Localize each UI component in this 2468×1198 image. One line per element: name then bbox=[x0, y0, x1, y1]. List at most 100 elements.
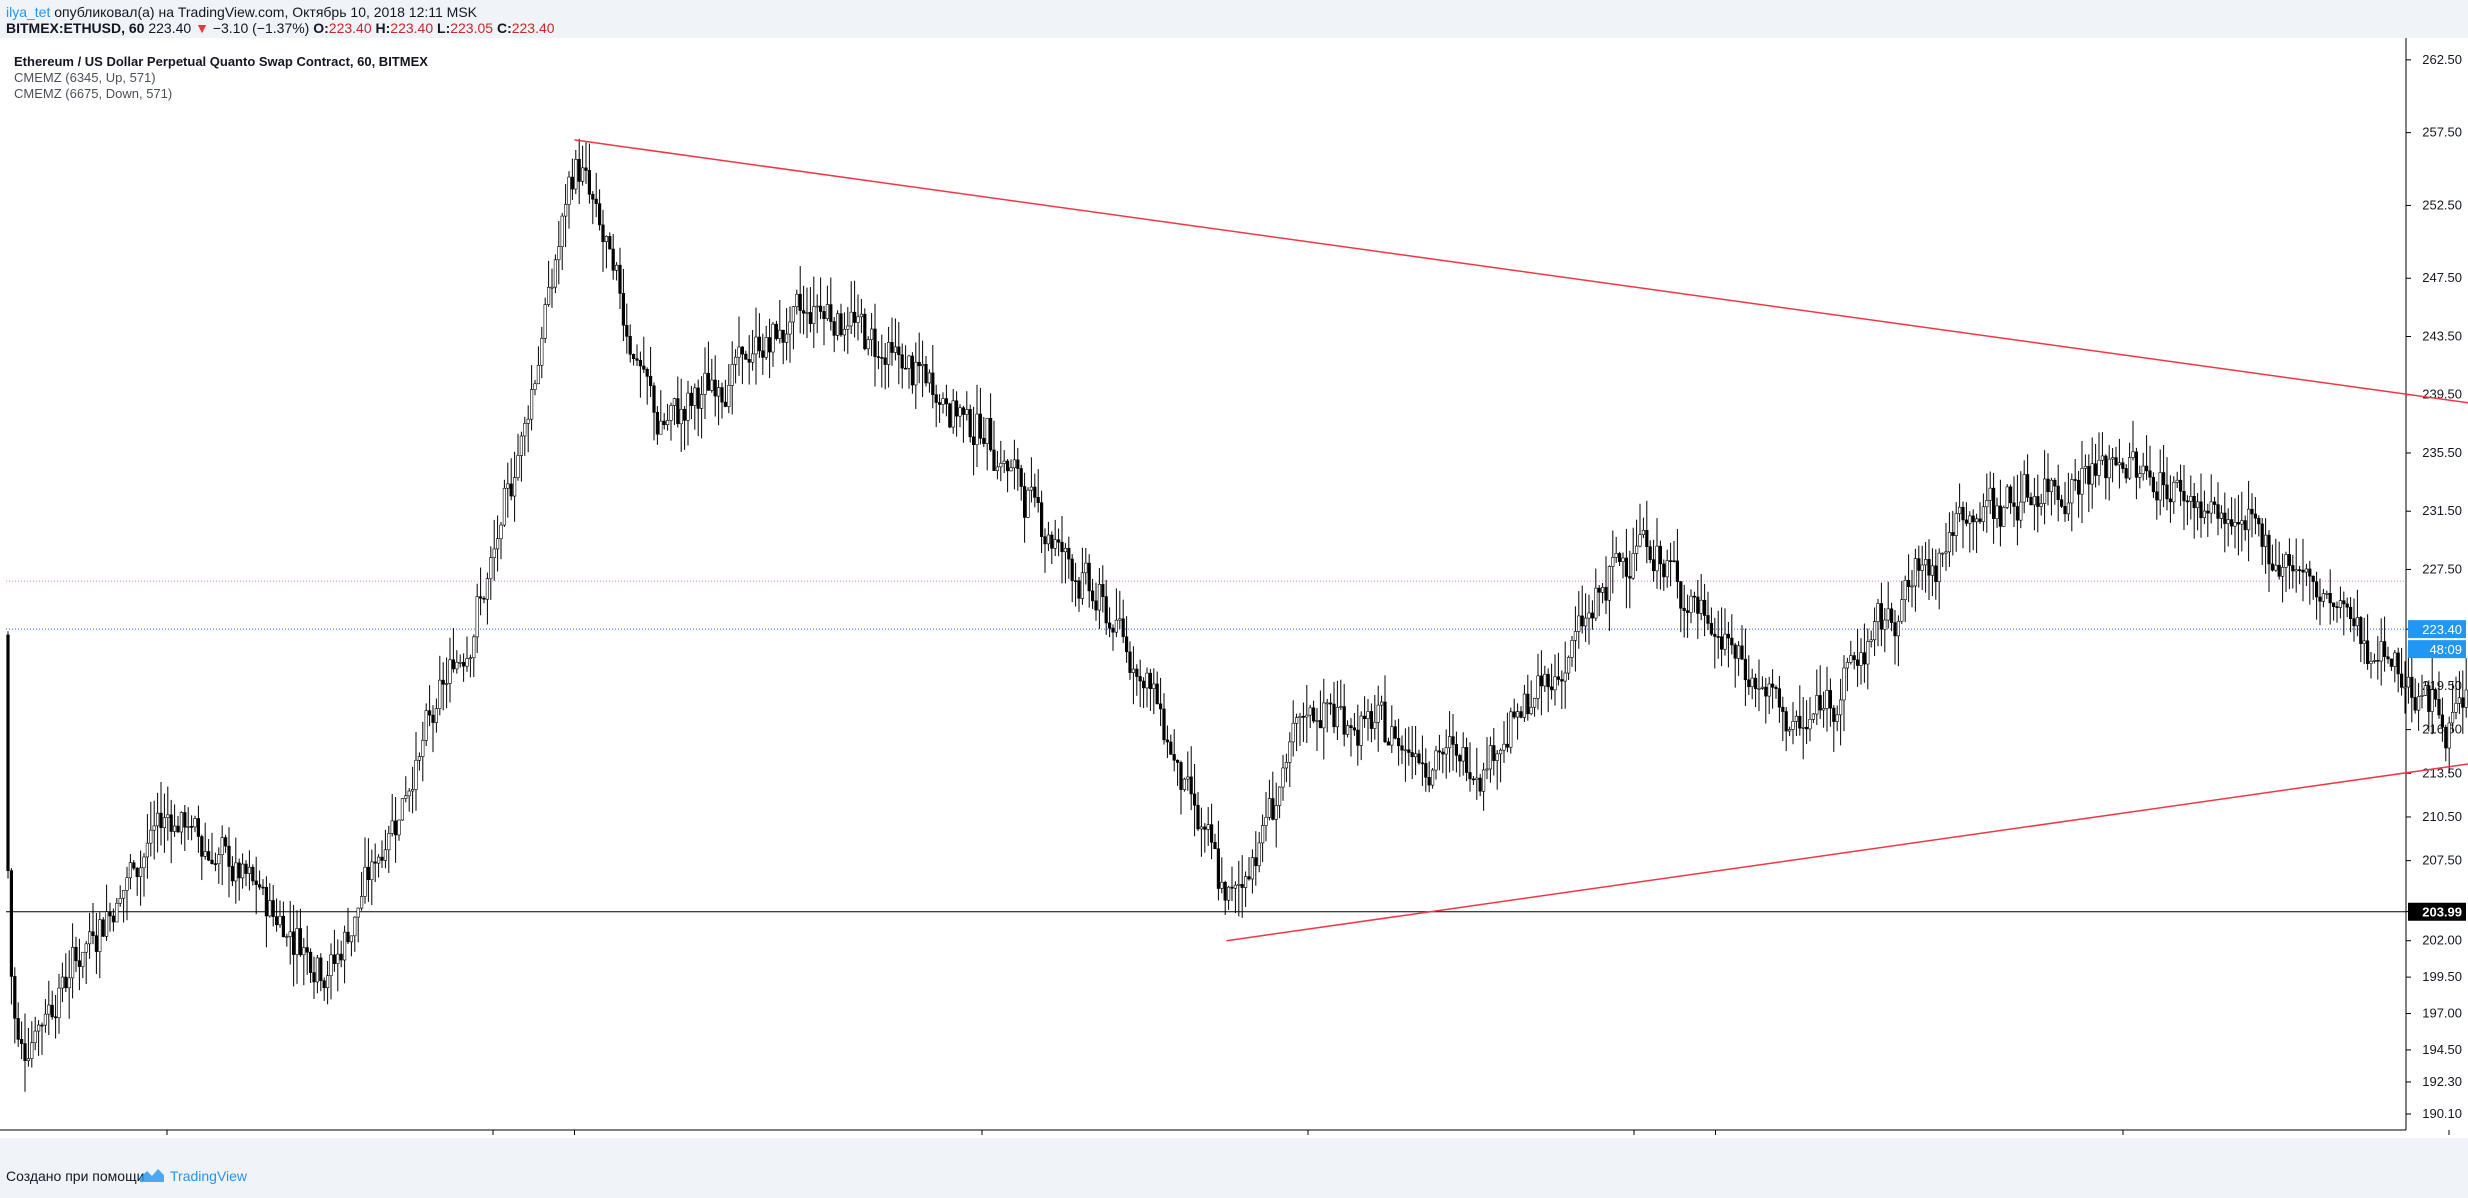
candle-down bbox=[1407, 749, 1411, 753]
candle-up bbox=[1533, 698, 1537, 708]
candle-down bbox=[2060, 499, 2064, 507]
candle-down bbox=[1550, 686, 1554, 691]
author-link[interactable]: ilya_tet bbox=[6, 4, 51, 20]
candle-up bbox=[1186, 776, 1190, 780]
candle-down bbox=[1713, 633, 1717, 637]
candle-down bbox=[91, 931, 95, 936]
candle-down bbox=[635, 358, 639, 361]
candle-up bbox=[1839, 699, 1843, 716]
candle-down bbox=[1951, 532, 1955, 536]
candle-up bbox=[1152, 683, 1156, 689]
candle-up bbox=[672, 398, 676, 406]
candle-up bbox=[805, 312, 809, 314]
candle-up bbox=[363, 866, 367, 897]
candle-up bbox=[2294, 569, 2298, 572]
candle-up bbox=[1944, 551, 1948, 554]
candle-up bbox=[475, 596, 479, 638]
candle-down bbox=[257, 884, 262, 888]
candle-up bbox=[1305, 714, 1309, 718]
candle-down bbox=[1318, 720, 1322, 729]
candle-down bbox=[601, 224, 605, 242]
low-value: 223.05 bbox=[450, 20, 494, 36]
candle-up bbox=[512, 477, 517, 497]
tradingview-link[interactable]: TradingView bbox=[170, 1168, 248, 1184]
candle-down bbox=[9, 870, 14, 977]
candle-up bbox=[1359, 715, 1363, 746]
candle-down bbox=[652, 385, 656, 413]
candle-up bbox=[342, 931, 347, 961]
candle-down bbox=[645, 368, 649, 377]
candle-up bbox=[686, 392, 690, 421]
candle-up bbox=[1485, 768, 1489, 771]
candle-down bbox=[1764, 686, 1768, 697]
candle-up bbox=[907, 355, 911, 369]
candle-up bbox=[2321, 593, 2326, 602]
candle-down bbox=[1964, 519, 1968, 524]
candle-down bbox=[1743, 658, 1747, 681]
candle-down bbox=[1057, 539, 1061, 543]
candle-down bbox=[461, 661, 466, 667]
candle-up bbox=[448, 659, 452, 684]
candle-up bbox=[1118, 618, 1122, 621]
candle-up bbox=[1084, 562, 1088, 574]
candle-up bbox=[1291, 722, 1295, 743]
candle-down bbox=[706, 372, 710, 391]
candle-up bbox=[1665, 560, 1669, 578]
candle-up bbox=[727, 385, 731, 407]
candle-down bbox=[1679, 581, 1683, 609]
candle-down bbox=[1240, 884, 1244, 888]
candle-down bbox=[6, 634, 10, 871]
candle-down bbox=[1033, 486, 1037, 498]
chart-container[interactable]: 262.50 257.50 252.50 247.50 243.50 239.50 235.… bbox=[0, 38, 2468, 1156]
candle-up bbox=[2080, 468, 2084, 495]
candle-down bbox=[2434, 689, 2438, 700]
candle-down bbox=[1709, 623, 1713, 635]
price-chart[interactable]: 262.50257.50252.50247.50243.50239.50235.… bbox=[0, 38, 2468, 1156]
candle-down bbox=[251, 866, 255, 882]
candle-down bbox=[2104, 455, 2108, 479]
candle-down bbox=[625, 324, 629, 337]
candle-down bbox=[1386, 741, 1390, 746]
candle-up bbox=[506, 483, 510, 489]
candle-down bbox=[1332, 703, 1336, 728]
candle-down bbox=[1468, 772, 1472, 780]
candle-up bbox=[869, 328, 874, 340]
candle-up bbox=[529, 389, 534, 420]
candle-down bbox=[1675, 560, 1679, 582]
candle-up bbox=[693, 387, 697, 406]
candle-up bbox=[965, 409, 969, 415]
candle-down bbox=[1672, 560, 1676, 563]
candle-up bbox=[2403, 686, 2407, 689]
candle-down bbox=[2223, 512, 2227, 524]
candle-up bbox=[1985, 500, 1989, 508]
price-axis-background bbox=[2406, 38, 2468, 1138]
candle-up bbox=[886, 341, 891, 365]
candle-down bbox=[1686, 610, 1690, 613]
candle-down bbox=[1410, 752, 1414, 758]
candle-up bbox=[472, 636, 476, 659]
candle-up bbox=[220, 837, 224, 856]
candle-down bbox=[638, 360, 642, 367]
candle-up bbox=[1845, 662, 1849, 669]
candle-up bbox=[846, 325, 850, 330]
candle-up bbox=[536, 364, 540, 385]
candle-up bbox=[370, 861, 374, 880]
candle-down bbox=[1397, 737, 1401, 747]
candle-down bbox=[478, 596, 483, 599]
candle-up bbox=[2281, 567, 2285, 577]
candle-up bbox=[614, 264, 619, 271]
candle-down bbox=[2199, 501, 2203, 519]
candle-up bbox=[152, 825, 156, 831]
candle-up bbox=[788, 321, 792, 335]
candle-down bbox=[1223, 881, 1227, 901]
candle-down bbox=[880, 357, 884, 359]
candle-down bbox=[1138, 676, 1142, 682]
candle-up bbox=[1900, 599, 1904, 622]
candle-up bbox=[1145, 672, 1149, 689]
candle-down bbox=[1519, 711, 1523, 718]
candle-down bbox=[1726, 633, 1730, 639]
candle-up bbox=[1322, 702, 1326, 729]
candle-up bbox=[468, 657, 473, 660]
candle-up bbox=[1281, 767, 1285, 788]
candle-down bbox=[676, 398, 680, 425]
